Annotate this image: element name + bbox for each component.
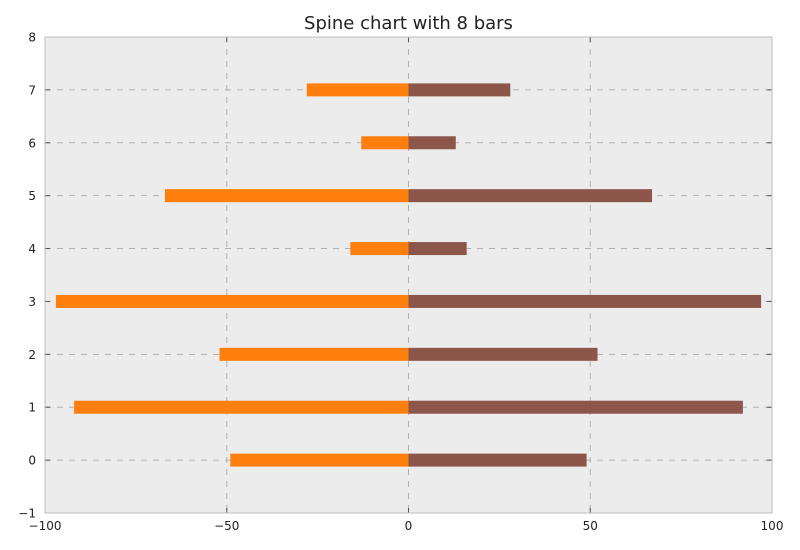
y-tick-label: 6 (28, 136, 36, 150)
bar-series1-cat7 (408, 83, 511, 97)
y-tick-label: 7 (28, 83, 36, 97)
bar-series1-cat5 (408, 189, 653, 203)
bar-series0-cat2 (219, 347, 409, 361)
y-axis: −1 0 1 2 3 4 5 6 7 8 (18, 31, 772, 521)
y-tick-label: 5 (28, 189, 36, 203)
x-axis: −100 −50 0 50 100 (29, 37, 784, 533)
y-tick-label: 1 (28, 401, 36, 415)
bar-series0-cat3 (55, 294, 409, 308)
x-tick-label: 100 (761, 519, 784, 533)
y-tick-label: 4 (28, 242, 36, 256)
bar-series1-cat2 (408, 347, 598, 361)
bar-series0-cat1 (74, 400, 409, 414)
x-tick-label: 0 (405, 519, 413, 533)
y-tick-label: 3 (28, 295, 36, 309)
x-tick-label: 50 (583, 519, 598, 533)
bar-series1-cat4 (408, 242, 467, 256)
x-tick-label: −50 (214, 519, 239, 533)
y-tick-label: 0 (28, 454, 36, 468)
bar-series0-cat0 (230, 453, 409, 467)
bar-series1-cat1 (408, 400, 743, 414)
plot-area (45, 37, 772, 513)
x-tick-label: −100 (29, 519, 62, 533)
plot-frame (44, 36, 773, 514)
bar-series0-cat6 (361, 136, 409, 150)
y-tick-label: 2 (28, 348, 36, 362)
bar-series1-cat6 (408, 136, 456, 150)
bar-series0-cat5 (164, 189, 409, 203)
bar-series1-cat0 (408, 453, 587, 467)
bar-series0-cat4 (350, 242, 409, 256)
y-tick-label: −1 (18, 507, 36, 521)
bar-series0-cat7 (306, 83, 409, 97)
y-tick-label: 8 (28, 31, 36, 45)
bars (55, 83, 762, 467)
bar-series1-cat3 (408, 294, 762, 308)
chart-title: Spine chart with 8 bars (304, 13, 513, 34)
